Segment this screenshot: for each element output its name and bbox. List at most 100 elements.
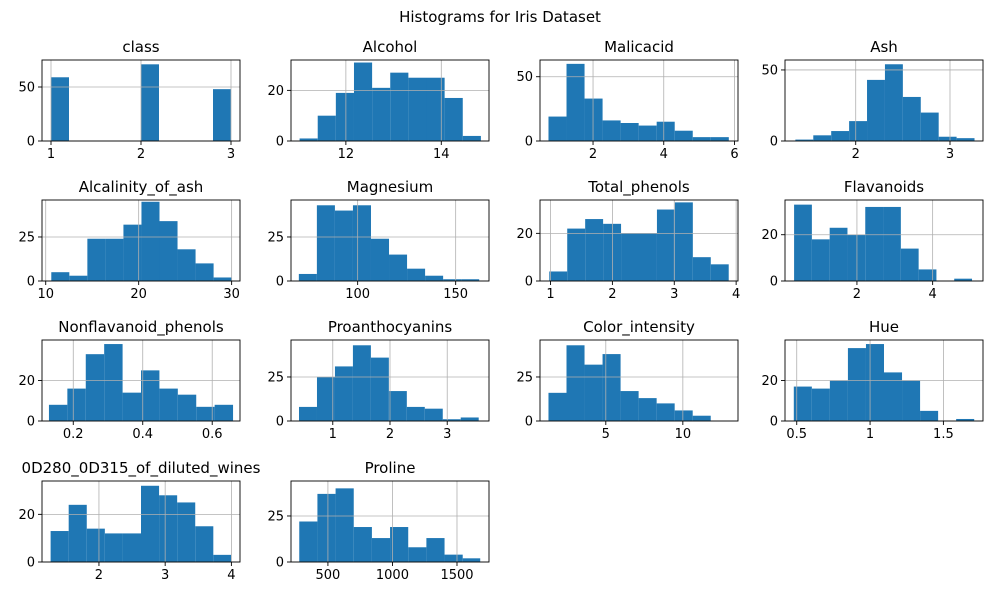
figure-title: Histograms for Iris Dataset	[399, 8, 601, 26]
histogram-bar	[865, 206, 884, 281]
y-tick-label: 0	[276, 556, 284, 571]
y-tick-label: 0	[525, 135, 533, 150]
histogram-bar	[177, 249, 196, 281]
subplot-title: Total_phenols	[587, 178, 690, 197]
histogram-bar	[335, 488, 354, 562]
axes-frame	[784, 59, 984, 142]
histogram-bar	[674, 202, 693, 281]
histogram-bar	[122, 392, 141, 421]
histogram-bar	[390, 527, 409, 562]
histogram-bar	[692, 137, 711, 141]
histogram-bar	[195, 526, 214, 562]
histogram-bar	[461, 279, 480, 281]
axes-frame	[784, 199, 984, 282]
y-tick-label: 50	[516, 70, 533, 85]
histogram-bar	[847, 234, 866, 281]
histogram-bar	[954, 278, 973, 281]
histogram-bar	[794, 204, 812, 281]
y-tick-label: 50	[18, 81, 35, 96]
histogram-bar	[549, 271, 568, 281]
histogram-bar	[621, 233, 639, 281]
histogram-bar	[50, 531, 69, 562]
histogram-bar	[865, 344, 884, 421]
histogram-bar	[105, 238, 124, 281]
axes-frame	[290, 480, 490, 563]
y-tick-label: 20	[761, 228, 778, 243]
histogram-bar	[424, 408, 443, 421]
histogram-bar	[104, 344, 123, 421]
histogram-bar	[317, 115, 336, 141]
histogram-bar	[141, 64, 159, 141]
histogram-bar	[692, 415, 711, 421]
histogram-bar	[444, 554, 463, 562]
histogram-bar	[123, 224, 142, 281]
y-tick-label: 20	[516, 227, 533, 242]
x-tick-label: 4	[732, 287, 740, 302]
histogram-bar	[638, 125, 657, 141]
histogram-panel: 2 3 0 50 Ash	[761, 38, 984, 162]
histogram-panel: 12 14 0 20 Alcohol	[267, 38, 490, 162]
subplot-title: Magnesium	[347, 178, 434, 196]
histogram-bar	[299, 138, 318, 141]
histogram-bar	[656, 209, 675, 281]
histogram-bar	[51, 77, 69, 141]
histogram-bar	[390, 72, 409, 141]
histogram-bar	[159, 388, 178, 421]
histogram-bar	[335, 92, 354, 141]
x-tick-label: 0.6	[202, 427, 223, 442]
y-tick-label: 0	[27, 275, 35, 290]
histogram-bar	[334, 210, 353, 281]
histogram-bar	[299, 521, 318, 562]
y-tick-label: 20	[18, 508, 35, 523]
subplot-title: Flavanoids	[844, 178, 924, 196]
histogram-bar	[674, 410, 693, 421]
histogram-panel: 100 150 0 25 Magnesium	[267, 178, 490, 302]
subplot-title: Nonflavanoid_phenols	[58, 318, 224, 337]
x-tick-label: 3	[443, 427, 451, 442]
x-tick-label: 2	[608, 287, 616, 302]
histogram-bar	[352, 345, 371, 421]
histogram-bar	[370, 238, 390, 281]
histogram-bar	[316, 376, 335, 421]
histogram-bar	[849, 121, 868, 141]
histogram-bar	[426, 77, 445, 141]
y-tick-label: 25	[267, 509, 284, 524]
x-tick-label: 3	[227, 147, 235, 162]
histogram-bar	[425, 275, 444, 281]
histogram-bar	[213, 89, 231, 141]
histogram-bar	[811, 239, 830, 281]
y-tick-label: 25	[267, 370, 284, 385]
subplot-title: Proanthocyanins	[328, 318, 453, 336]
y-tick-label: 0	[276, 275, 284, 290]
x-tick-label: 2	[137, 147, 145, 162]
y-tick-label: 0	[27, 556, 35, 571]
axes-frame	[290, 199, 490, 282]
histogram-panel: 500 1000 1500 0 25 Proline	[267, 459, 490, 583]
histogram-bar	[584, 98, 603, 141]
subplot-title: Color_intensity	[583, 318, 695, 337]
subplot-title: Hue	[869, 318, 899, 336]
histogram-bar	[656, 403, 675, 421]
histogram-bar	[141, 370, 160, 421]
y-tick-label: 25	[18, 230, 35, 245]
histogram-bar	[829, 380, 848, 421]
histogram-bar	[462, 558, 481, 562]
histogram-bar	[585, 219, 604, 281]
y-tick-label: 0	[276, 135, 284, 150]
histogram-bar	[584, 364, 603, 421]
y-tick-label: 25	[516, 370, 533, 385]
axes-frame	[41, 480, 241, 563]
histogram-bar	[426, 538, 445, 562]
histogram-bar	[177, 394, 197, 421]
histogram-bar	[793, 386, 812, 421]
histogram-bar	[674, 130, 693, 141]
subplot-title: 0D280_0D315_of_diluted_wines	[22, 459, 261, 478]
y-tick-label: 0	[770, 135, 778, 150]
histogram-panel: 0.5 1 1.5 0 20 Hue	[761, 318, 984, 442]
y-tick-label: 50	[761, 63, 778, 78]
subplot-title: Alcalinity_of_ash	[79, 178, 204, 197]
histogram-bar	[831, 131, 850, 141]
histogram-bar	[920, 112, 939, 141]
histogram-bar	[298, 273, 317, 281]
histogram-bar	[884, 64, 903, 141]
